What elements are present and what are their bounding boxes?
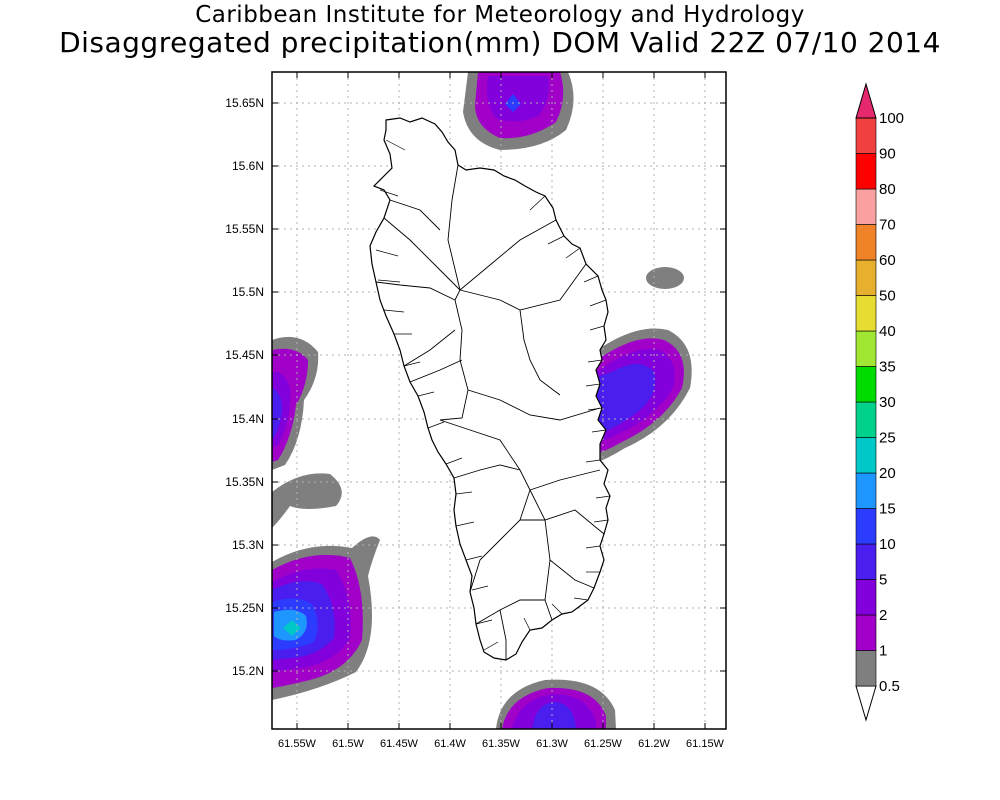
lon-tick-label: 61.3W <box>536 738 568 750</box>
colorbar-swatch <box>855 508 877 545</box>
colorbar-swatch <box>855 259 877 296</box>
lon-tick-label: 61.55W <box>278 738 317 750</box>
colorbar-label: 60 <box>879 252 896 269</box>
lat-tick-label: 15.55N <box>225 222 264 236</box>
colorbar-label: 100 <box>879 110 904 127</box>
colorbar-label: 35 <box>879 359 896 376</box>
colorbar-label: 1 <box>879 643 887 660</box>
colorbar-label: 20 <box>879 465 896 482</box>
colorbar-swatch <box>855 224 877 261</box>
colorbar-under-arrow <box>855 685 877 722</box>
dominica-island <box>369 117 611 661</box>
colorbar-label: 25 <box>879 430 896 447</box>
map-frame <box>271 71 727 730</box>
colorbar-swatch <box>855 117 877 154</box>
colorbar-label: 80 <box>879 181 896 198</box>
lon-tick-label: 61.5W <box>332 738 364 750</box>
lon-tick-label: 61.4W <box>434 738 466 750</box>
colorbar-label: 40 <box>879 323 896 340</box>
lat-tick-label: 15.5N <box>232 285 264 299</box>
lat-tick-label: 15.6N <box>232 159 264 173</box>
colorbar-label: 10 <box>879 536 896 553</box>
latitude-axis: 15.65N 15.6N 15.55N 15.5N 15.45N 15.4N 15.35N 1… <box>225 96 726 678</box>
colorbar-swatch <box>855 295 877 332</box>
lon-tick-label: 61.25W <box>584 738 623 750</box>
lat-tick-label: 15.4N <box>232 412 264 426</box>
colorbar-swatch <box>855 543 877 580</box>
colorbar-label: 90 <box>879 146 896 163</box>
institute-title: Caribbean Institute for Meteorology and … <box>195 2 805 28</box>
lon-tick-label: 61.35W <box>482 738 521 750</box>
colorbar-swatch <box>855 366 877 403</box>
colorbar-label: 2 <box>879 607 887 624</box>
colorbar-swatch <box>855 650 877 687</box>
colorbar-label: 15 <box>879 501 896 518</box>
colorbar-label: 70 <box>879 217 896 234</box>
rain-cell-west <box>272 336 319 470</box>
lat-tick-label: 15.25N <box>225 601 264 615</box>
rain-cell-east-small <box>646 267 684 289</box>
lon-tick-label: 61.15W <box>686 738 725 750</box>
colorbar-label: 30 <box>879 394 896 411</box>
colorbar-swatch <box>855 472 877 509</box>
lat-tick-label: 15.2N <box>232 664 264 678</box>
colorbar-label: 0.5 <box>879 678 900 695</box>
lat-tick-label: 15.3N <box>232 538 264 552</box>
lat-tick-label: 15.35N <box>225 475 264 489</box>
colorbar-label: 5 <box>879 572 887 589</box>
colorbar-swatch <box>855 579 877 616</box>
rain-cell-southwest <box>272 536 380 700</box>
colorbar-swatch <box>855 437 877 474</box>
product-title: Disaggregated precipitation(mm) DOM Vali… <box>59 26 941 59</box>
lon-tick-label: 61.2W <box>638 738 670 750</box>
colorbar-swatch <box>855 330 877 367</box>
rain-cell-west-tail <box>272 473 342 528</box>
rain-cell-south <box>496 679 616 729</box>
lat-tick-label: 15.65N <box>225 96 264 110</box>
colorbar-label: 50 <box>879 288 896 305</box>
lon-tick-label: 61.45W <box>380 738 419 750</box>
rain-cell-north <box>463 72 574 150</box>
colorbar-swatch <box>855 614 877 651</box>
colorbar-swatch <box>855 188 877 225</box>
colorbar-swatch <box>855 153 877 190</box>
colorbar-swatch <box>855 401 877 438</box>
lat-tick-label: 15.45N <box>225 348 264 362</box>
colorbar-over-arrow <box>855 82 877 119</box>
longitude-axis: 61.55W 61.5W 61.45W 61.4W 61.35W 61.3W 61.25W 6… <box>278 72 725 750</box>
